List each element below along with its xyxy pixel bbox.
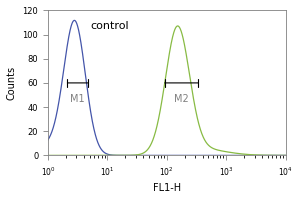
Text: control: control [91, 21, 129, 31]
X-axis label: FL1-H: FL1-H [153, 183, 181, 193]
Text: M1: M1 [70, 94, 85, 104]
Y-axis label: Counts: Counts [7, 66, 17, 100]
Text: M2: M2 [174, 94, 189, 104]
